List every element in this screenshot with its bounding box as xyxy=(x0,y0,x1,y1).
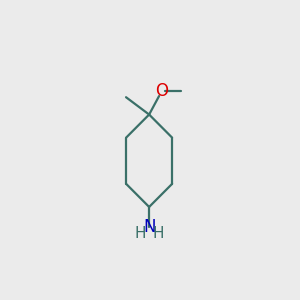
Text: O: O xyxy=(155,82,168,100)
Text: H: H xyxy=(135,226,146,242)
Text: N: N xyxy=(143,218,155,236)
Text: H: H xyxy=(152,226,164,242)
